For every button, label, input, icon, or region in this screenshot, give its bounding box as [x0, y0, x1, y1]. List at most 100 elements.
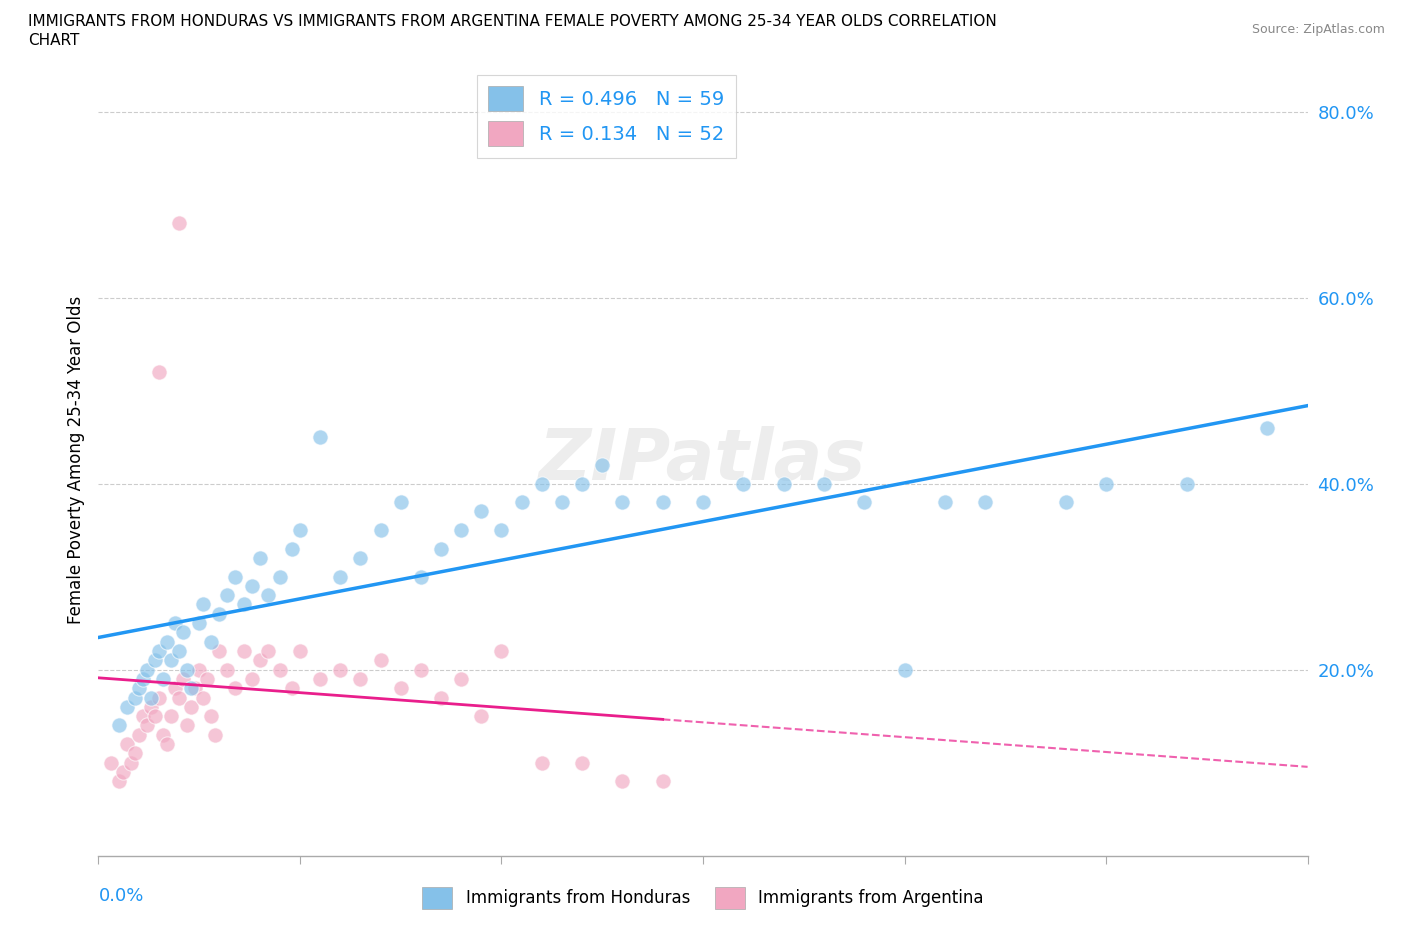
Immigrants from Honduras [163, 616, 186, 631]
Immigrants from Argentina [184, 681, 207, 696]
Immigrants from Argentina [120, 755, 142, 770]
Immigrants from Argentina [309, 671, 332, 686]
Immigrants from Argentina [249, 653, 271, 668]
Immigrants from Honduras [510, 495, 533, 510]
Immigrants from Argentina [163, 681, 186, 696]
Immigrants from Honduras [200, 634, 222, 649]
Immigrants from Honduras [269, 569, 291, 584]
Immigrants from Honduras [288, 523, 311, 538]
Immigrants from Honduras [176, 662, 198, 677]
Immigrants from Argentina [430, 690, 453, 705]
Text: IMMIGRANTS FROM HONDURAS VS IMMIGRANTS FROM ARGENTINA FEMALE POVERTY AMONG 25-34: IMMIGRANTS FROM HONDURAS VS IMMIGRANTS F… [28, 14, 997, 29]
Immigrants from Argentina [148, 365, 170, 379]
Immigrants from Argentina [143, 709, 166, 724]
Immigrants from Honduras [180, 681, 202, 696]
Immigrants from Honduras [470, 504, 492, 519]
Immigrants from Honduras [143, 653, 166, 668]
Immigrants from Honduras [530, 476, 553, 491]
Immigrants from Honduras [256, 588, 278, 603]
Immigrants from Honduras [152, 671, 174, 686]
Immigrants from Argentina [349, 671, 371, 686]
Immigrants from Honduras [491, 523, 513, 538]
Immigrants from Honduras [893, 662, 915, 677]
Immigrants from Honduras [167, 644, 190, 658]
Immigrants from Argentina [107, 774, 129, 789]
Immigrants from Honduras [124, 690, 146, 705]
Immigrants from Argentina [288, 644, 311, 658]
Immigrants from Argentina [208, 644, 231, 658]
Immigrants from Argentina [193, 690, 215, 705]
Immigrants from Honduras [249, 551, 271, 565]
Text: Source: ZipAtlas.com: Source: ZipAtlas.com [1251, 23, 1385, 36]
Immigrants from Argentina [240, 671, 263, 686]
Immigrants from Argentina [100, 755, 122, 770]
Immigrants from Honduras [148, 644, 170, 658]
Immigrants from Argentina [124, 746, 146, 761]
Immigrants from Argentina [128, 727, 150, 742]
Immigrants from Argentina [139, 699, 162, 714]
Immigrants from Argentina [329, 662, 352, 677]
Immigrants from Argentina [232, 644, 254, 658]
Immigrants from Argentina [152, 727, 174, 742]
Immigrants from Honduras [309, 430, 332, 445]
Immigrants from Argentina [571, 755, 593, 770]
Immigrants from Honduras [813, 476, 835, 491]
Immigrants from Honduras [772, 476, 794, 491]
Immigrants from Honduras [135, 662, 157, 677]
Immigrants from Honduras [551, 495, 574, 510]
Immigrants from Honduras [612, 495, 634, 510]
Immigrants from Argentina [389, 681, 412, 696]
Immigrants from Honduras [224, 569, 246, 584]
Immigrants from Argentina [470, 709, 492, 724]
Legend: R = 0.496   N = 59, R = 0.134   N = 52: R = 0.496 N = 59, R = 0.134 N = 52 [477, 74, 735, 158]
Immigrants from Argentina [450, 671, 472, 686]
Immigrants from Honduras [156, 634, 179, 649]
Immigrants from Argentina [530, 755, 553, 770]
Immigrants from Honduras [193, 597, 215, 612]
Immigrants from Argentina [148, 690, 170, 705]
Immigrants from Argentina [132, 709, 155, 724]
Immigrants from Honduras [1095, 476, 1118, 491]
Immigrants from Honduras [172, 625, 194, 640]
Immigrants from Argentina [269, 662, 291, 677]
Immigrants from Argentina [176, 718, 198, 733]
Immigrants from Argentina [135, 718, 157, 733]
Immigrants from Argentina [370, 653, 392, 668]
Immigrants from Honduras [370, 523, 392, 538]
Immigrants from Argentina [195, 671, 218, 686]
Immigrants from Honduras [208, 606, 231, 621]
Immigrants from Honduras [692, 495, 714, 510]
Immigrants from Argentina [115, 737, 138, 751]
Immigrants from Honduras [217, 588, 239, 603]
Immigrants from Honduras [1175, 476, 1198, 491]
Immigrants from Honduras [591, 458, 613, 472]
Immigrants from Argentina [188, 662, 211, 677]
Immigrants from Honduras [132, 671, 155, 686]
Immigrants from Honduras [107, 718, 129, 733]
Immigrants from Argentina [172, 671, 194, 686]
Immigrants from Honduras [139, 690, 162, 705]
Immigrants from Honduras [232, 597, 254, 612]
Immigrants from Honduras [128, 681, 150, 696]
Text: ZIPatlas: ZIPatlas [540, 426, 866, 495]
Immigrants from Honduras [188, 616, 211, 631]
Immigrants from Argentina [612, 774, 634, 789]
Immigrants from Honduras [1256, 420, 1278, 435]
Immigrants from Honduras [651, 495, 673, 510]
Immigrants from Argentina [111, 764, 134, 779]
Text: 0.0%: 0.0% [98, 887, 143, 905]
Y-axis label: Female Poverty Among 25-34 Year Olds: Female Poverty Among 25-34 Year Olds [66, 297, 84, 624]
Immigrants from Argentina [204, 727, 226, 742]
Immigrants from Honduras [571, 476, 593, 491]
Immigrants from Honduras [389, 495, 412, 510]
Immigrants from Argentina [167, 690, 190, 705]
Immigrants from Argentina [156, 737, 179, 751]
Immigrants from Argentina [256, 644, 278, 658]
Immigrants from Argentina [167, 216, 190, 231]
Immigrants from Argentina [281, 681, 304, 696]
Immigrants from Honduras [409, 569, 432, 584]
Immigrants from Honduras [240, 578, 263, 593]
Immigrants from Honduras [329, 569, 352, 584]
Immigrants from Argentina [180, 699, 202, 714]
Immigrants from Honduras [349, 551, 371, 565]
